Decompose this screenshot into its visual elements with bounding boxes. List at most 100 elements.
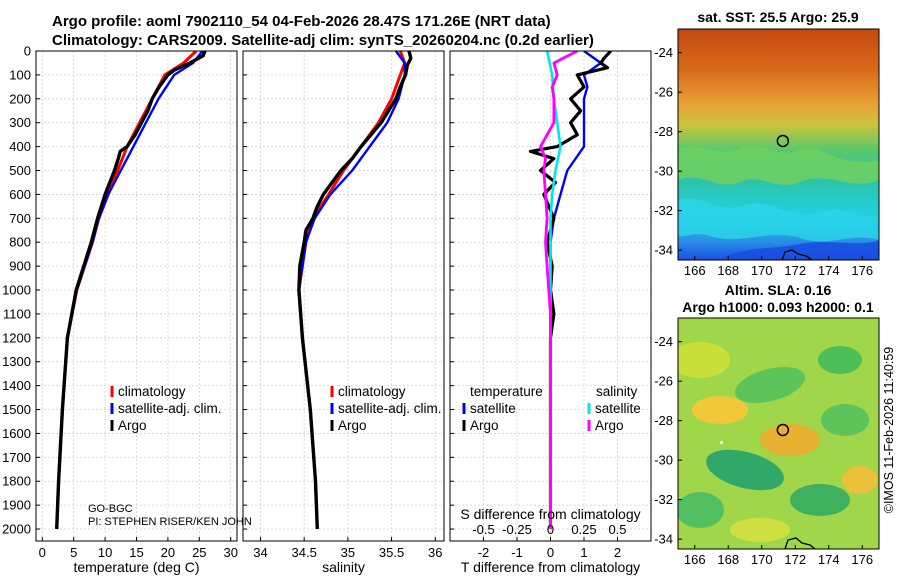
y-tick-label: 400: [9, 139, 31, 154]
x-tick-label: 36: [428, 545, 442, 560]
legend-label-satellite: satellite-adj. clim.: [338, 401, 442, 416]
temperature-panel: 0 5 10 15 20 25 300100200300400500600700800900…: [2, 44, 238, 576]
y-tick-label: 500: [9, 163, 31, 178]
figure-title-line2: Climatology: CARS2009. Satellite-adj cli…: [52, 32, 594, 49]
series-line-argo: [297, 51, 413, 530]
lat-tick-label: -26: [654, 374, 673, 389]
legend-label-t-argo: Argo: [470, 418, 499, 433]
secondary-tick-label: 0: [547, 522, 554, 537]
y-tick-label: 1700: [2, 450, 31, 465]
legend-label-s-argo: Argo: [595, 418, 624, 433]
sla-feature: [730, 518, 790, 542]
x-tick-label: -2: [478, 545, 490, 560]
x-tick-label: 35.5: [379, 545, 404, 560]
sst-cold-corner: [720, 240, 879, 260]
y-tick-label: 100: [9, 67, 31, 82]
pi-label: PI: STEPHEN RISER/KEN JOHN: [88, 516, 252, 528]
lon-tick-label: 170: [751, 263, 773, 278]
legend-label-argo: Argo: [118, 418, 147, 433]
plot-frame: [242, 50, 445, 542]
lat-tick-label: -28: [654, 413, 673, 428]
secondary-tick-label: 0.25: [571, 522, 596, 537]
credit-label: ©IMOS 11-Feb-2026 11:40:59: [882, 347, 896, 514]
y-tick-label: 2000: [2, 522, 31, 537]
lat-tick-label: -24: [654, 45, 673, 60]
coastline: [784, 537, 817, 549]
x-tick-label: 34: [253, 545, 267, 560]
sst-cool-band: [678, 198, 879, 242]
x-tick-label: 35: [341, 545, 355, 560]
series-group: [55, 51, 207, 530]
x-tick-label: 25: [192, 545, 206, 560]
plot-area: [243, 51, 444, 541]
lat-tick-label: -34: [654, 532, 673, 547]
x-tick-label: 15: [129, 545, 143, 560]
sla-missing-pixel: [720, 441, 723, 444]
lat-tick-label: -30: [654, 164, 673, 179]
series-line-argo: [55, 51, 207, 530]
y-tick-label: 0: [24, 44, 31, 59]
secondary-tick-label: -0.25: [502, 522, 532, 537]
sla-feature: [678, 342, 730, 378]
lon-tick-label: 174: [818, 552, 840, 567]
lon-tick-label: 166: [684, 552, 706, 567]
legend-heading-salinity: salinity: [596, 384, 638, 399]
y-tick-label: 800: [9, 235, 31, 250]
argo-position-marker: [776, 423, 790, 437]
series-group: [297, 51, 413, 530]
sla-map-subtitle: Argo h1000: 0.093 h2000: 0.1: [682, 299, 874, 315]
lon-tick-label: 174: [818, 263, 840, 278]
sla-map-title: Altim. SLA: 0.16: [725, 282, 832, 298]
sla-feature: [692, 396, 748, 424]
x-tick-label: 10: [98, 545, 112, 560]
legend-heading-temperature: temperature: [470, 384, 543, 399]
difference-panel: -2 -1 0 1 2T difference from climatology S di…: [449, 50, 652, 575]
sla-map: 166 168 170 172 174 176 -24 -26 -28 -30 -32 -34: [654, 317, 880, 567]
x-tick-label: 5: [70, 545, 77, 560]
plot-frame: [449, 50, 652, 542]
y-tick-label: 1500: [2, 402, 31, 417]
secondary-tick-label: 0.5: [608, 522, 626, 537]
lat-tick-label: -26: [654, 85, 673, 100]
sla-feature: [706, 449, 784, 491]
temperature-legend: climatology satellite-adj. clim. Argo: [110, 384, 222, 433]
legend-label-argo: Argo: [338, 418, 367, 433]
lon-tick-label: 176: [851, 552, 873, 567]
y-tick-label: 1100: [3, 306, 31, 321]
y-tick-label: 1600: [2, 426, 31, 441]
lat-tick-label: -32: [654, 492, 673, 507]
lon-tick-label: 168: [717, 552, 739, 567]
sla-feature: [821, 404, 869, 436]
lon-tick-label: 176: [851, 263, 873, 278]
lat-tick-label: -32: [654, 203, 673, 218]
plot-frame: [35, 50, 238, 542]
x-axis-label: T difference from climatology: [461, 559, 640, 575]
x-tick-label: 0: [547, 545, 554, 560]
difference-legend: temperature salinity satellite Argo sate…: [462, 384, 641, 433]
lat-tick-label: -24: [654, 334, 673, 349]
x-tick-label: 20: [161, 545, 175, 560]
x-tick-label: 0: [39, 545, 46, 560]
x-tick-label: 30: [223, 545, 237, 560]
sla-feature: [790, 484, 850, 516]
series-group: [528, 51, 612, 529]
legend-label-t-satellite: satellite: [470, 401, 516, 416]
y-tick-label: 200: [9, 91, 31, 106]
salinity-panel: 34 34.5 35 35.5 36 salinity: [242, 50, 445, 575]
lon-tick-label: 172: [784, 263, 806, 278]
sla-feature: [818, 346, 862, 374]
x-tick-label: -1: [511, 545, 523, 560]
lon-tick-label: 168: [717, 263, 739, 278]
x-axis-label: temperature (deg C): [73, 559, 199, 575]
y-tick-label: 1800: [2, 474, 31, 489]
x-tick-label: 2: [614, 545, 621, 560]
legend-label-climatology: climatology: [338, 384, 406, 399]
y-tick-label: 1400: [2, 378, 31, 393]
x-axis-label: salinity: [322, 559, 365, 575]
legend-label-satellite: satellite-adj. clim.: [118, 401, 222, 416]
coastline: [781, 249, 814, 260]
y-tick-label: 1900: [2, 498, 31, 513]
sla-feature: [760, 424, 820, 456]
y-tick-label: 900: [9, 259, 31, 274]
